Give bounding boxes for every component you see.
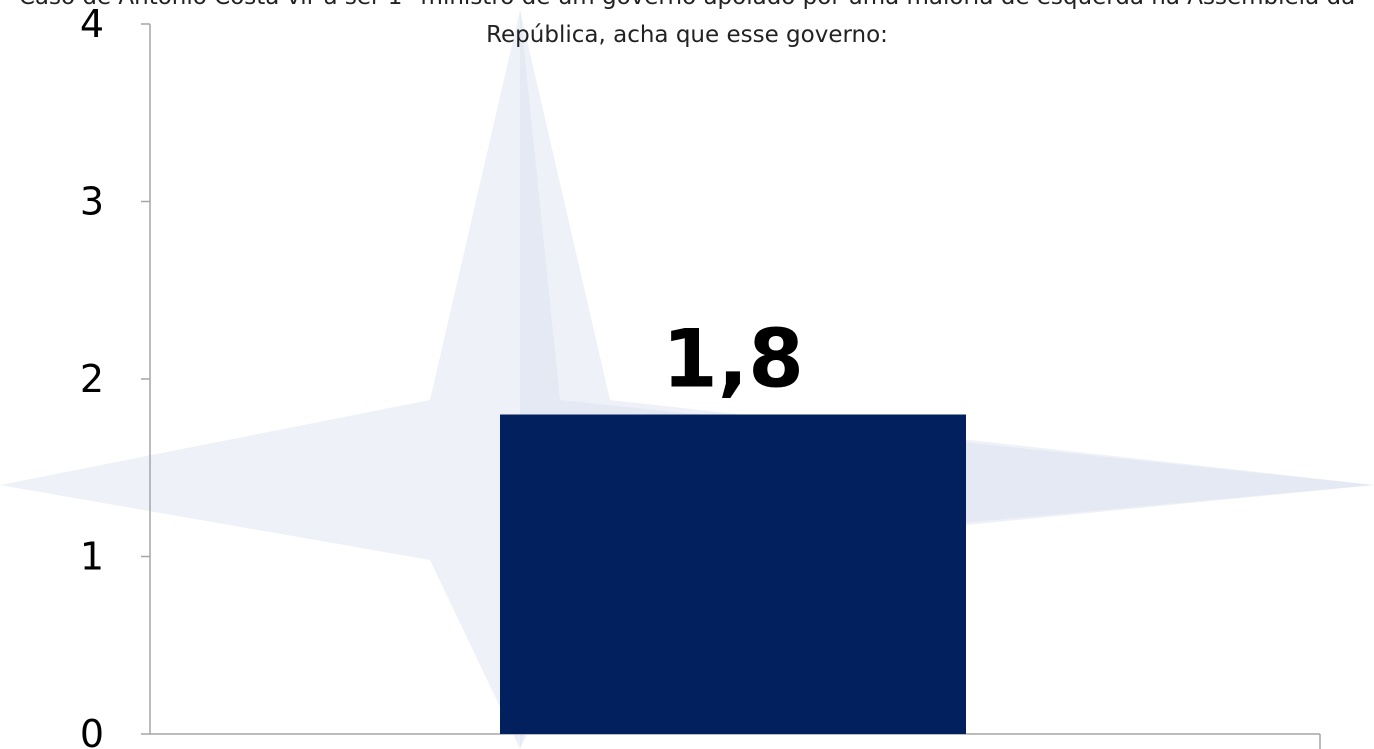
chart-title-line-1: Caso de António Costa vir a ser 1º minis… bbox=[0, 0, 1374, 10]
y-tick-label: 0 bbox=[80, 712, 104, 749]
y-tick-label: 1 bbox=[80, 535, 104, 579]
y-tick-label: 2 bbox=[80, 357, 104, 401]
chart-title-line-2: República, acha que esse governo: bbox=[486, 22, 888, 48]
y-tick-label: 3 bbox=[80, 180, 104, 224]
data-label: 1,8 bbox=[662, 313, 804, 406]
bar bbox=[500, 414, 966, 734]
y-tick-label: 4 bbox=[80, 2, 104, 46]
